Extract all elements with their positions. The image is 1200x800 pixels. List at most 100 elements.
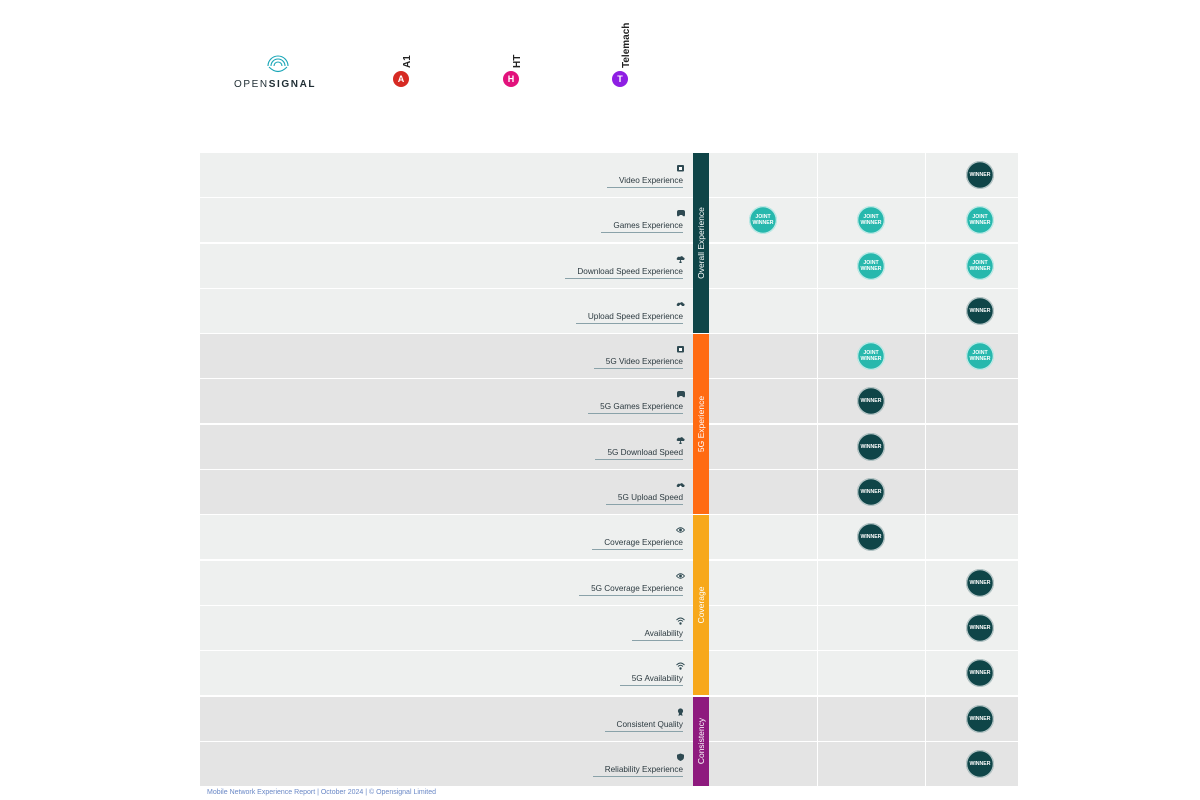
metric-underline xyxy=(607,187,683,188)
metric-cell: Reliability Experience xyxy=(200,741,693,786)
video-icon xyxy=(677,346,684,353)
category-bar: Overall Experience xyxy=(693,153,709,333)
award-cell xyxy=(818,696,925,741)
winner-badge: WINNER xyxy=(966,659,994,688)
gamepad-icon xyxy=(677,210,685,217)
award-cell xyxy=(926,424,1018,469)
metric-underline xyxy=(632,639,683,641)
winner-badge: WINNER xyxy=(857,387,885,416)
table-row: 5G Games Experience WINNER xyxy=(200,379,1018,424)
metric-cell: Download Speed Experience xyxy=(200,243,693,288)
metric-label: Coverage Experience xyxy=(604,538,683,548)
metric-cell: Coverage Experience xyxy=(200,515,693,560)
table-row: 5G Download Speed WINNER xyxy=(200,424,1018,469)
award-cell xyxy=(818,651,925,696)
award-cell xyxy=(926,379,1018,424)
table-row: Consistent Quality WINNER xyxy=(200,696,1018,741)
metric-cell: Availability xyxy=(200,605,693,650)
award-cell xyxy=(709,379,817,424)
metric-label: 5G Availability xyxy=(631,674,683,684)
metric-cell: Games Experience xyxy=(200,198,693,243)
winner-badge: WINNER xyxy=(857,432,885,461)
operator-name: A1 xyxy=(402,55,413,68)
metric-underline xyxy=(565,277,683,279)
download-cloud-icon xyxy=(676,255,685,263)
footer-text: Mobile Network Experience Report | Octob… xyxy=(207,789,437,796)
operator-badge: T xyxy=(612,71,628,87)
metric-cell: Consistent Quality xyxy=(200,696,693,741)
joint-winner-badge: JOINT WINNER xyxy=(857,206,885,235)
metric-label: Reliability Experience xyxy=(604,764,683,774)
metric-label: 5G Games Experience xyxy=(600,402,683,412)
video-icon xyxy=(677,165,684,172)
operator-a1: A1 A xyxy=(392,18,413,90)
operator-badge: A xyxy=(393,71,409,87)
award-cell xyxy=(709,651,817,696)
metric-cell: 5G Coverage Experience xyxy=(200,560,693,605)
table-row: 5G Video Experience JOINT WINNER JOINT WINNE… xyxy=(200,334,1018,379)
metric-underline xyxy=(576,322,683,324)
category-label: Consistency xyxy=(696,718,706,765)
metric-underline xyxy=(594,368,683,370)
award-cell xyxy=(709,243,817,288)
metric-cell: Video Experience xyxy=(200,153,693,197)
joint-winner-badge: JOINT WINNER xyxy=(857,342,885,371)
award-cell xyxy=(709,334,817,379)
table-row: 5G Upload Speed WINNER xyxy=(200,470,1018,515)
winner-badge: WINNER xyxy=(966,568,994,597)
category-bar: Coverage xyxy=(693,515,709,696)
award-cell xyxy=(709,741,817,786)
winner-badge: WINNER xyxy=(966,613,994,642)
table-row: Upload Speed Experience WINNER xyxy=(200,288,1018,333)
award-cell xyxy=(818,153,925,197)
shield-icon xyxy=(677,753,684,761)
metric-label: Games Experience xyxy=(613,221,683,231)
metric-label: 5G Upload Speed xyxy=(617,493,683,503)
metric-cell: 5G Upload Speed xyxy=(200,470,693,515)
metric-underline xyxy=(579,594,683,596)
award-cell xyxy=(709,515,817,560)
award-cell xyxy=(709,696,817,741)
logo-wordmark: OPENSIGNAL xyxy=(234,79,317,90)
metric-cell: Upload Speed Experience xyxy=(200,288,693,333)
winner-badge: WINNER xyxy=(966,296,994,325)
award-cell xyxy=(926,470,1018,515)
metric-underline xyxy=(620,685,683,687)
joint-winner-badge: JOINT WINNER xyxy=(857,251,885,280)
category-bar: 5G Experience xyxy=(693,334,709,515)
metric-cell: 5G Games Experience xyxy=(200,379,693,424)
upload-cloud-icon xyxy=(676,483,685,489)
category-bar: Consistency xyxy=(693,696,709,786)
metric-underline xyxy=(588,413,683,415)
award-cell xyxy=(818,741,925,786)
wifi-icon xyxy=(676,662,685,670)
upload-cloud-icon xyxy=(676,302,685,308)
joint-winner-badge: JOINT WINNER xyxy=(966,206,994,235)
metric-label: Video Experience xyxy=(618,176,683,185)
metric-label: Upload Speed Experience xyxy=(587,311,683,321)
award-cell xyxy=(709,424,817,469)
table-row: Video Experience WINNER xyxy=(200,153,1018,197)
metric-label: Consistent Quality xyxy=(616,719,683,729)
award-cell xyxy=(709,470,817,515)
gamepad-icon xyxy=(677,391,685,398)
opensignal-wave-icon xyxy=(267,55,289,73)
metric-underline xyxy=(593,775,683,777)
joint-winner-badge: JOINT WINNER xyxy=(966,251,994,280)
joint-winner-badge: JOINT WINNER xyxy=(749,206,777,235)
eye-icon xyxy=(676,527,685,534)
metric-underline xyxy=(595,458,683,460)
metric-underline xyxy=(601,232,683,234)
category-label: Overall Experience xyxy=(696,207,706,279)
metric-cell: 5G Video Experience xyxy=(200,334,693,379)
winner-badge: WINNER xyxy=(966,704,994,733)
opensignal-logo: OPENSIGNAL xyxy=(234,52,326,92)
award-cell xyxy=(709,288,817,333)
award-cell xyxy=(709,153,817,197)
award-cell xyxy=(818,605,925,650)
award-cell xyxy=(818,560,925,605)
table-row: Availability WINNER xyxy=(200,605,1018,650)
table-row: 5G Availability WINNER xyxy=(200,651,1018,696)
table-row: Download Speed Experience JOINT WINNER JOIN… xyxy=(200,243,1018,288)
operator-telemach: Telemach T xyxy=(611,18,632,90)
